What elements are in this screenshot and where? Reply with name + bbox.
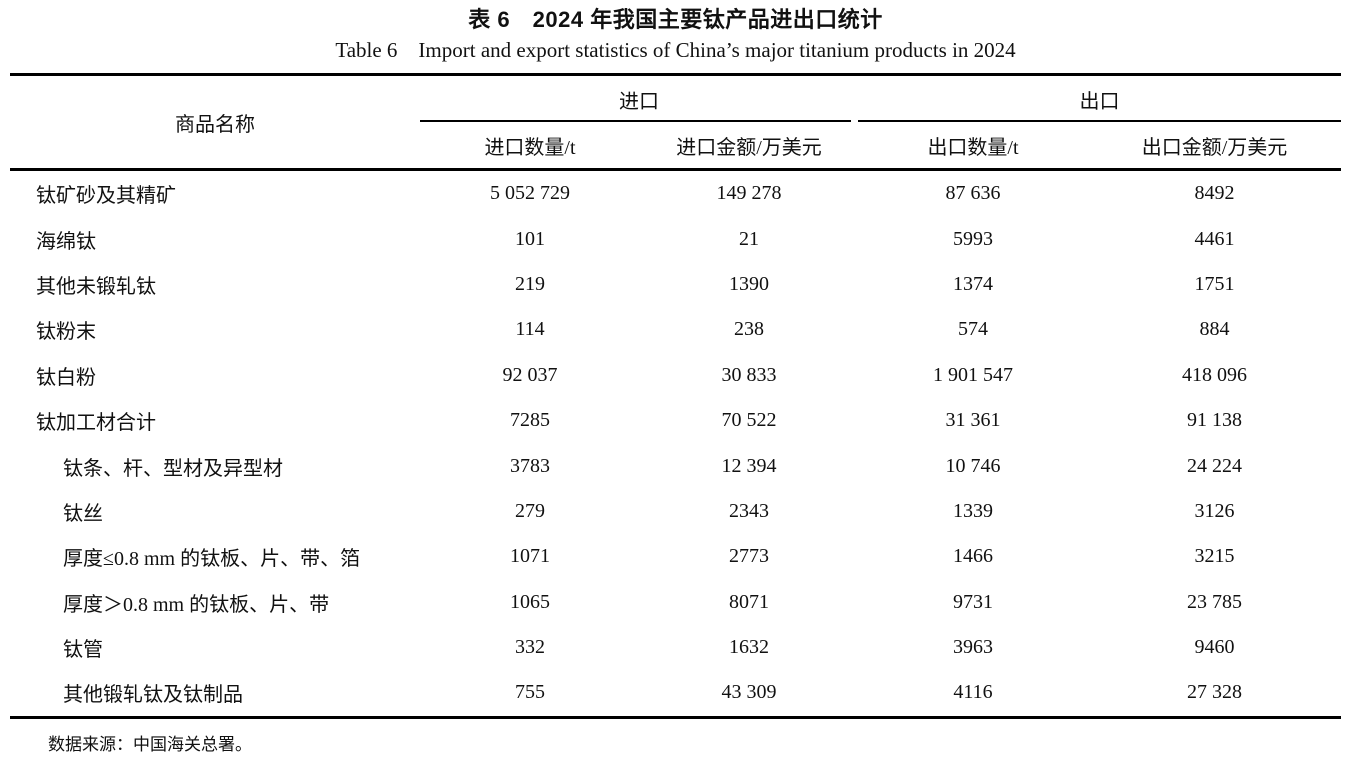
import-value: 1632 [729,636,769,659]
import-qty: 5 052 729 [490,182,570,205]
table-row: 海绵钛 101 21 5993 4461 [10,216,1341,261]
import-value: 43 309 [721,681,777,704]
import-value: 238 [734,318,764,341]
import-qty: 1071 [510,545,550,568]
header-import-qty: 进口数量/t [420,122,640,171]
product-name: 钛矿砂及其精矿 [36,185,176,208]
export-qty: 4116 [953,681,993,704]
import-value: 30 833 [721,363,777,386]
table-row: 钛矿砂及其精矿 5 052 729 149 278 87 636 8492 [10,171,1341,216]
export-value: 9460 [1194,636,1235,659]
import-value: 2343 [729,499,769,522]
export-qty: 1374 [953,272,993,295]
export-value: 884 [1199,318,1230,341]
export-value: 1751 [1194,272,1235,295]
export-value: 418 096 [1182,363,1247,386]
table-caption-zh: 表 6 2024 年我国主要钛产品进出口统计 [468,7,883,32]
import-qty: 332 [515,636,545,659]
table-row: 钛加工材合计 7285 70 522 31 361 91 138 [10,398,1341,443]
table-row: 钛白粉 92 037 30 833 1 901 547 418 096 [10,353,1341,398]
product-name: 钛丝 [63,502,103,525]
export-qty: 9731 [953,590,993,613]
data-source-note: 数据来源：中国海关总署。 [48,734,252,754]
export-qty: 10 746 [945,454,1001,477]
import-value: 1390 [729,272,769,295]
table-body: 钛矿砂及其精矿 5 052 729 149 278 87 636 8492 海绵… [10,171,1341,716]
import-value: 8071 [729,590,769,613]
table-row: 厚度≤0.8 mm 的钛板、片、带、箔 1071 2773 1466 3215 [10,534,1341,579]
table-row: 其他未锻轧钛 219 1390 1374 1751 [10,262,1341,307]
table-row: 钛条、杆、型材及异型材 3783 12 394 10 746 24 224 [10,443,1341,488]
import-value: 149 278 [716,182,782,205]
header-group-import: 进口 [420,76,858,122]
export-value: 23 785 [1187,590,1242,613]
header-group-export: 出口 [858,76,1341,122]
header-export-value: 出口金额/万美元 [1088,122,1341,171]
product-name: 其他未锻轧钛 [36,275,156,298]
import-qty: 279 [515,499,545,522]
export-qty: 5993 [953,227,993,250]
export-value: 27 328 [1187,681,1242,704]
import-value: 21 [739,227,759,250]
product-name: 厚度≤0.8 mm 的钛板、片、带、箔 [63,548,361,571]
table-row: 厚度＞0.8 mm 的钛板、片、带 1065 8071 9731 23 785 [10,580,1341,625]
table-row: 钛丝 279 2343 1339 3126 [10,489,1341,534]
export-value: 4461 [1194,227,1235,250]
import-value: 2773 [729,545,769,568]
product-name: 其他锻轧钛及钛制品 [63,684,243,707]
import-qty: 101 [515,227,545,250]
import-qty: 7285 [510,409,550,432]
export-value: 24 224 [1187,454,1242,477]
header-group-row: 商品名称 进口 出口 [10,76,1341,171]
export-qty: 87 636 [945,182,1001,205]
header-import-value: 进口金额/万美元 [640,122,858,171]
paper-table-page: 表 6 2024 年我国主要钛产品进出口统计 Table 6 Import an… [0,5,1351,765]
product-name: 海绵钛 [36,230,96,253]
import-qty: 92 037 [502,363,558,386]
product-name: 厚度＞0.8 mm 的钛板、片、带 [63,593,330,616]
export-value: 3126 [1194,499,1235,522]
import-qty: 3783 [510,454,550,477]
table-row: 其他锻轧钛及钛制品 755 43 309 4116 27 328 [10,670,1341,715]
export-qty: 1339 [953,499,993,522]
import-value: 12 394 [721,454,777,477]
export-qty: 31 361 [945,409,1001,432]
header-sub-row: 进口数量/t 进口金额/万美元 出口数量/t 出口金额/万美元 [10,122,1341,171]
import-qty: 1065 [510,590,550,613]
export-qty: 3963 [953,636,993,659]
import-qty: 114 [515,318,545,341]
import-qty: 219 [515,272,545,295]
table-header: 商品名称 进口 出口 进口数量/t 进口金额/万美元 出口数量/t 出口金额/万… [10,76,1341,171]
product-name: 钛粉末 [36,321,96,344]
export-value: 3215 [1194,545,1235,568]
product-name: 钛白粉 [36,366,96,389]
product-name: 钛条、杆、型材及异型材 [63,457,283,480]
header-export-qty: 出口数量/t [858,122,1088,171]
export-qty: 574 [958,318,988,341]
table-row: 钛粉末 114 238 574 884 [10,307,1341,352]
table-row: 钛管 332 1632 3963 9460 [10,625,1341,670]
export-qty: 1466 [953,545,993,568]
export-value: 91 138 [1187,409,1242,432]
import-value: 70 522 [721,409,777,432]
titanium-trade-table: 商品名称 进口 出口 进口数量/t 进口金额/万美元 出口数量/t 出口金额/万… [10,73,1341,719]
export-qty: 1 901 547 [933,363,1013,386]
export-value: 8492 [1194,182,1235,205]
table-caption-en: Table 6 Import and export statistics of … [335,38,1016,62]
product-name: 钛管 [63,639,103,662]
import-qty: 755 [515,681,545,704]
product-name: 钛加工材合计 [36,412,156,435]
header-product-name: 商品名称 [10,76,420,171]
